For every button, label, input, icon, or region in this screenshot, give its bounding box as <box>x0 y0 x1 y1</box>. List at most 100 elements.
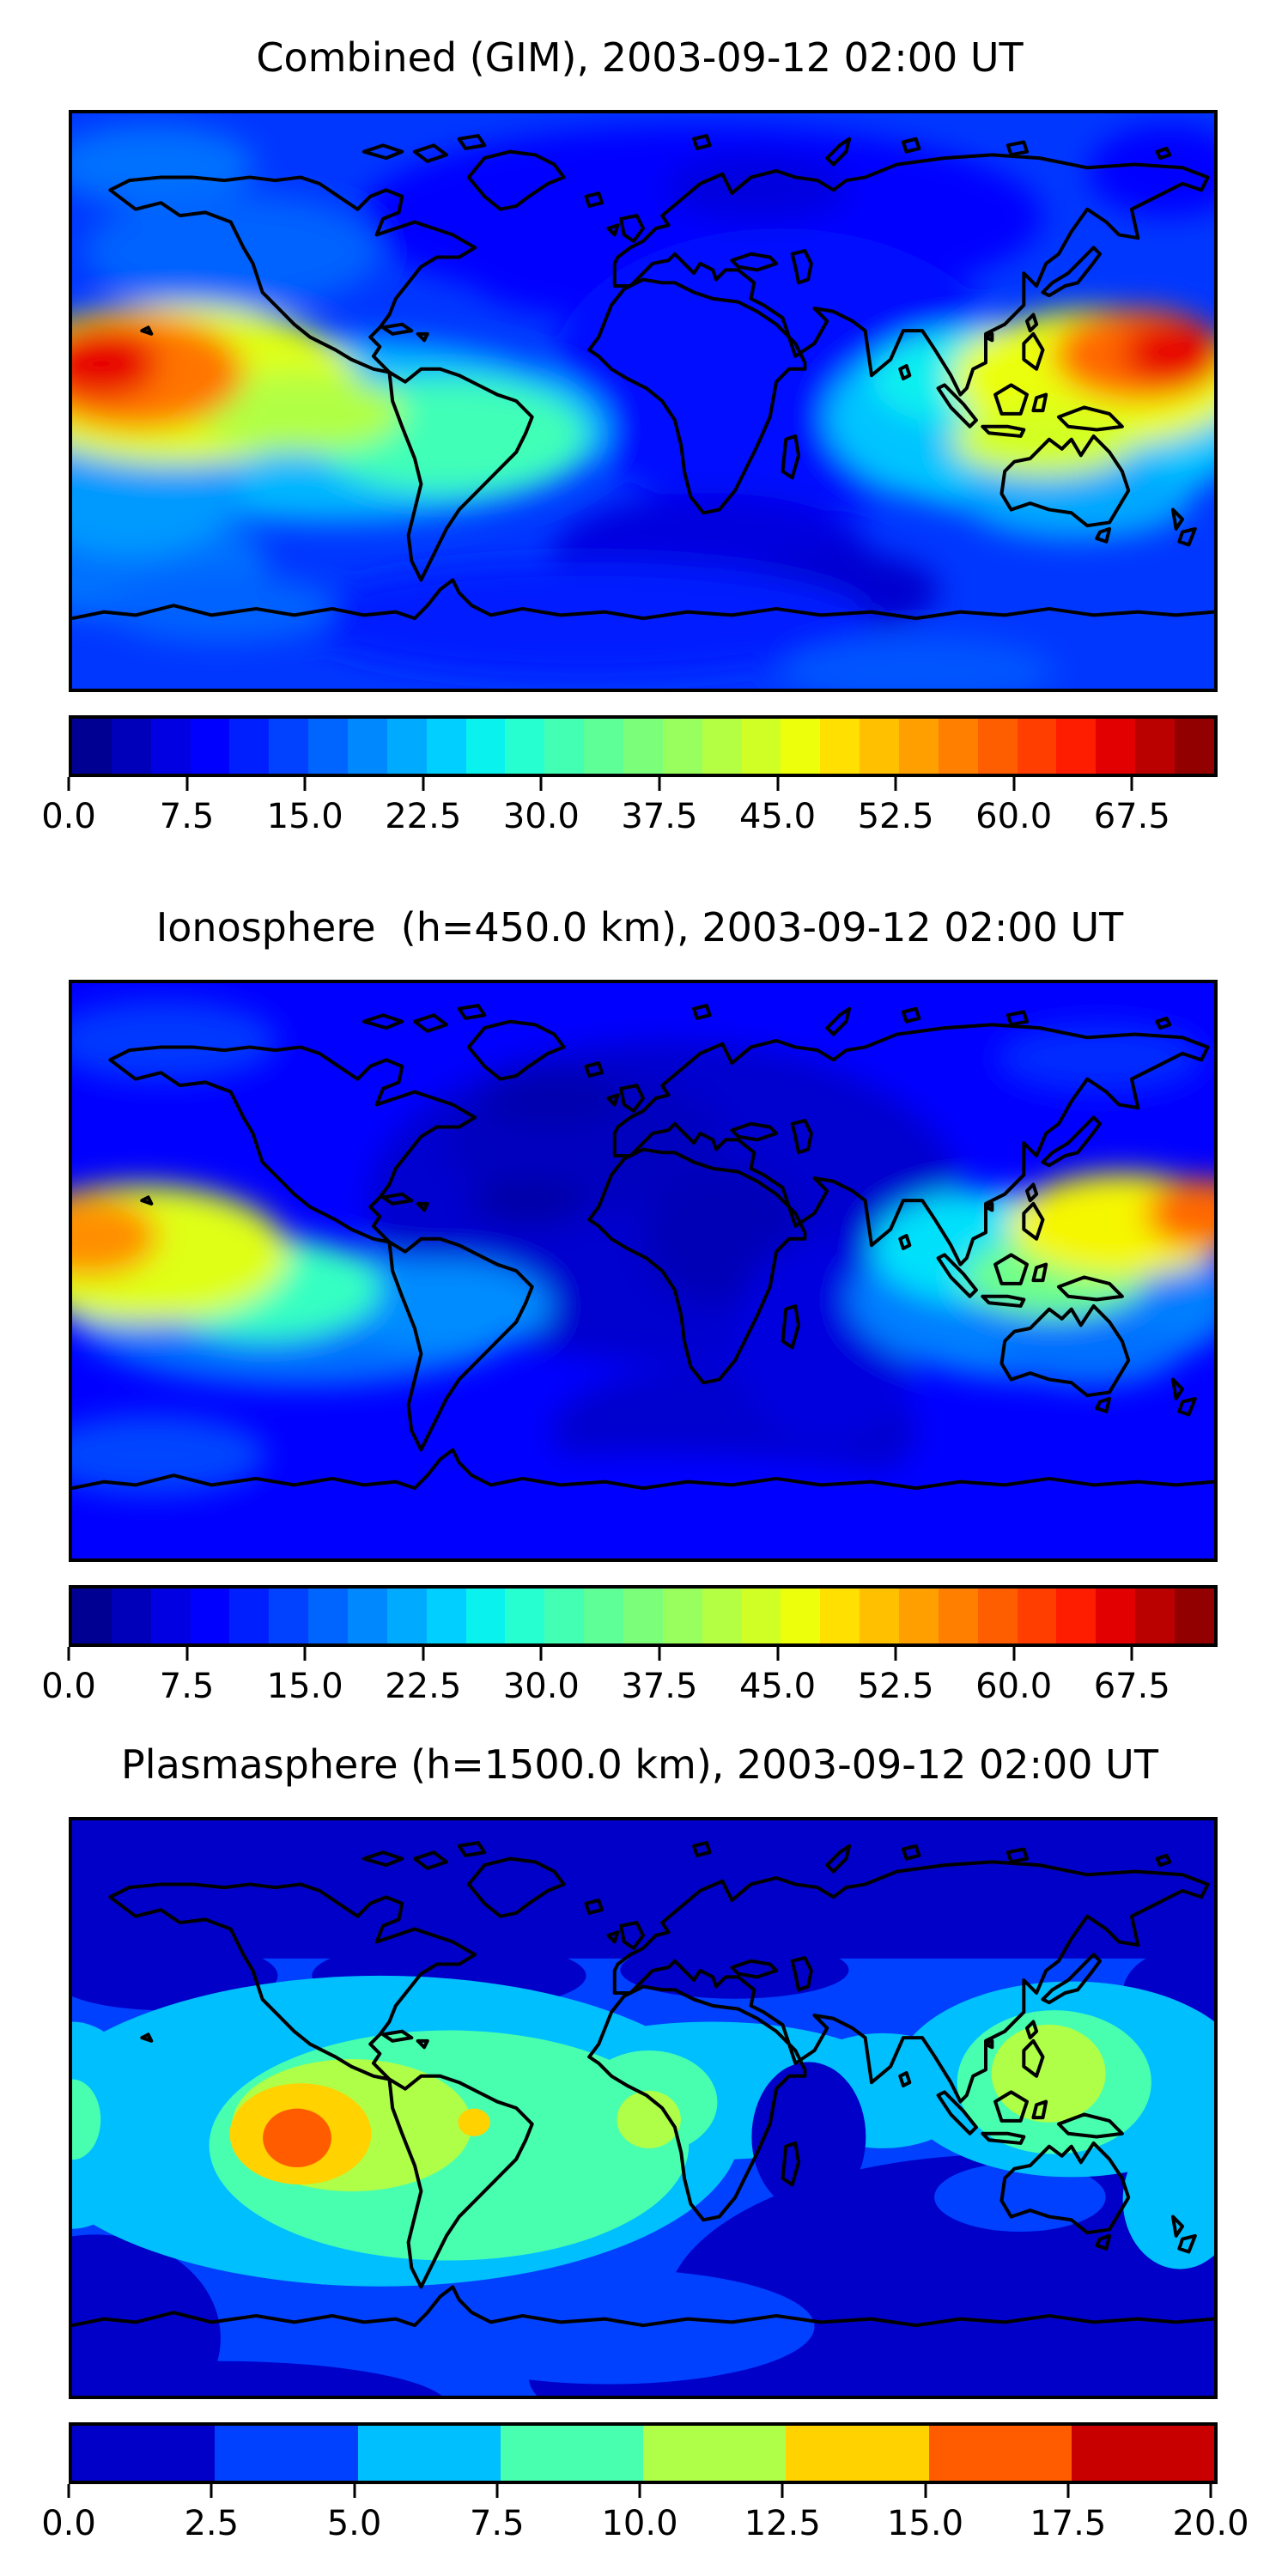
colorbar-tick <box>67 2484 70 2498</box>
colorbar-tick <box>894 777 897 791</box>
colorbar-segment <box>111 719 151 774</box>
panel-title: Combined (GIM), 2003-09-12 02:00 UT <box>256 34 1024 81</box>
colorbar-tick <box>422 777 425 791</box>
colorbar-segment <box>899 719 939 774</box>
colorbar-segment <box>623 719 663 774</box>
colorbar-segment <box>505 1589 545 1643</box>
field-blob <box>72 1195 158 1277</box>
colorbar-segment <box>348 719 387 774</box>
colorbar-tick-label: 52.5 <box>857 1667 934 1706</box>
colorbar-segment <box>899 1589 939 1643</box>
colorbar-segment <box>215 2426 358 2481</box>
colorbar-tick <box>67 1647 70 1661</box>
colorbar-segment <box>781 1589 821 1643</box>
colorbar-segment <box>741 719 781 774</box>
colorbar-segment <box>781 719 821 774</box>
field-blob <box>1122 320 1214 384</box>
colorbar-segment <box>623 1589 663 1643</box>
colorbar-tick <box>422 1647 425 1661</box>
colorbar-ticks <box>67 1647 1211 1662</box>
field-blob <box>72 1000 278 1081</box>
colorbar-tick <box>1012 1647 1016 1661</box>
colorbar-tick-label: 15.0 <box>266 1667 343 1706</box>
world-map-ionosphere <box>69 980 1218 1562</box>
colorbar-segment <box>860 1589 900 1643</box>
colorbar-segment <box>357 2426 501 2481</box>
colorbar-segment <box>544 719 585 774</box>
world-map-combined <box>69 110 1218 692</box>
colorbar-segment <box>643 2426 787 2481</box>
field-blob <box>72 2360 442 2396</box>
colorbar-plasmasphere <box>69 2422 1218 2484</box>
colorbar-tick-label: 45.0 <box>738 797 817 836</box>
colorbar-tick-label: 22.5 <box>385 1667 462 1706</box>
colorbar-segment <box>308 719 349 774</box>
colorbar-tick-label: 20.0 <box>1172 2504 1249 2543</box>
colorbar-tick <box>1012 777 1016 791</box>
colorbar-tick-label: 12.5 <box>744 2504 821 2543</box>
colorbar-segment <box>308 1589 349 1643</box>
colorbar-tick-label: 30.0 <box>502 797 580 836</box>
colorbar-segment <box>229 719 270 774</box>
field-blob <box>72 2234 221 2396</box>
field-blob <box>263 2108 331 2168</box>
colorbar-segment <box>72 719 112 774</box>
field-blob <box>951 406 1134 477</box>
field-blob <box>751 2062 866 2212</box>
coastline-path <box>72 136 1214 618</box>
colorbar-segment <box>1017 719 1057 774</box>
panel-combined-gim: Combined (GIM), 2003-09-12 02:00 UT 0.0 7… <box>0 34 1288 859</box>
colorbar-segment <box>928 2426 1072 2481</box>
colorbar-segment <box>465 1589 506 1643</box>
colorbar-tick-labels: 0.0 2.5 5.0 7.5 10.0 12.5 15.0 17.5 20.0 <box>41 2504 1249 2547</box>
colorbar-tick-label: 7.5 <box>469 2504 525 2543</box>
world-map-plasmasphere <box>69 1817 1218 2399</box>
colorbar-segment <box>977 1589 1018 1643</box>
colorbar-segment <box>662 1589 702 1643</box>
field-blob <box>997 1316 1181 1386</box>
colorbar-segment <box>269 1589 309 1643</box>
colorbar-tick-label: 15.0 <box>266 797 343 836</box>
colorbar-tick <box>303 1647 307 1661</box>
colorbar-segment <box>820 719 860 774</box>
colorbar-segment <box>269 719 309 774</box>
colorbar-tick-labels: 0.0 7.5 15.0 22.5 30.0 37.5 45.0 52.5 60.0 67.5 <box>41 1667 1211 1710</box>
colorbar-segment <box>150 1589 191 1643</box>
colorbar-tick <box>210 2484 213 2498</box>
colorbar-ionosphere <box>69 1585 1218 1647</box>
colorbar-tick-label: 0.0 <box>41 2504 96 2543</box>
colorbar-segment <box>1056 1589 1097 1643</box>
colorbar-tick-label: 17.5 <box>1030 2504 1107 2543</box>
field-blob <box>72 1414 267 1496</box>
field-blob <box>1088 125 1214 217</box>
coastline-path <box>72 1005 1214 1488</box>
colorbar-tick <box>1209 2484 1212 2498</box>
field-blob <box>780 636 1054 689</box>
field-blob <box>483 1069 621 1127</box>
colorbar-segment <box>1071 2426 1214 2481</box>
colorbar-segment <box>820 1589 860 1643</box>
colorbar-segment <box>72 2426 216 2481</box>
field-blob <box>301 1455 986 1558</box>
colorbar-tick-label: 0.0 <box>41 1667 96 1706</box>
colorbar-tick <box>638 2484 641 2498</box>
colorbar-tick <box>1130 777 1133 791</box>
field-blob <box>991 2024 1106 2123</box>
colorbar-segment <box>348 1589 387 1643</box>
colorbar-tick-label: 60.0 <box>975 1667 1053 1706</box>
colorbar-segment <box>111 1589 151 1643</box>
colorbar-segment <box>505 719 545 774</box>
colorbar-tick-label: 0.0 <box>41 797 96 836</box>
colorbar-tick-label: 22.5 <box>385 797 462 836</box>
field-blob <box>471 1178 586 1225</box>
colorbar-segment <box>786 2426 929 2481</box>
colorbar-tick-label: 67.5 <box>1093 797 1170 836</box>
colorbar-combined <box>69 715 1218 777</box>
colorbar-segment <box>702 719 742 774</box>
colorbar-tick-label: 30.0 <box>502 1667 580 1706</box>
colorbar-tick <box>924 2484 927 2498</box>
field-blob <box>72 329 158 398</box>
colorbar-tick <box>539 1647 543 1661</box>
colorbar-tick <box>658 777 661 791</box>
field-blob <box>72 2079 101 2160</box>
